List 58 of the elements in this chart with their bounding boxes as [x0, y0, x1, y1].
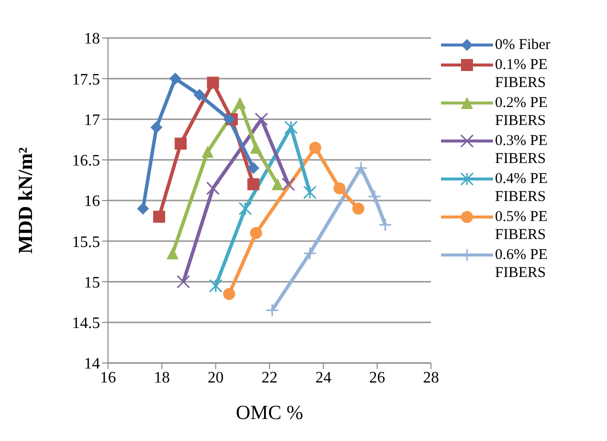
point — [282, 178, 296, 191]
point — [150, 121, 162, 134]
point — [136, 202, 149, 215]
point — [265, 303, 279, 317]
point — [333, 182, 346, 194]
point — [247, 162, 260, 174]
x-axis-title: OMC % — [236, 402, 304, 424]
y-tick-label: 15.5 — [72, 234, 100, 251]
y-axis-title: MDD kN/m² — [15, 147, 37, 254]
point — [378, 218, 392, 232]
point — [223, 288, 236, 300]
x-tick-label: 28 — [423, 369, 439, 386]
point — [354, 161, 368, 175]
point — [238, 202, 252, 216]
point — [176, 275, 190, 288]
x-tick-label: 16 — [100, 369, 116, 386]
x-tick-label: 26 — [369, 369, 386, 386]
point — [223, 113, 236, 126]
legend-label: 0.3% PE FIBERS — [495, 132, 548, 168]
y-tick-label: 15 — [84, 274, 100, 292]
x-tick-label: 18 — [154, 369, 170, 386]
x-tick-label: 24 — [315, 369, 332, 386]
y-tick-label: 16.5 — [72, 152, 100, 170]
legend-label: 0.4% PE FIBERS — [495, 170, 548, 206]
x-tick-label: 22 — [262, 369, 278, 386]
point — [303, 186, 317, 200]
point — [247, 178, 260, 190]
point — [234, 97, 246, 109]
point — [250, 142, 262, 154]
point — [169, 72, 182, 85]
point — [153, 210, 166, 223]
point — [194, 88, 206, 101]
point — [206, 76, 219, 89]
legend-label: 0% Fiber — [495, 36, 552, 54]
point — [309, 142, 322, 154]
point — [206, 182, 220, 196]
point — [352, 202, 364, 215]
legend-label: 0.5% PE FIBERS — [495, 208, 548, 244]
legend-label: 0.2% PE FIBERS — [495, 94, 548, 130]
point — [166, 247, 179, 260]
y-tick-label: 16 — [84, 193, 100, 210]
point — [208, 279, 222, 293]
y-tick-label: 14.5 — [72, 315, 100, 332]
point — [272, 178, 284, 190]
y-tick-label: 18 — [84, 30, 100, 48]
point — [254, 112, 268, 126]
point — [303, 246, 317, 260]
x-tick-label: 20 — [208, 369, 224, 386]
point — [202, 146, 214, 158]
point — [368, 190, 382, 204]
legend-label: 0.6% PE FIBERS — [495, 246, 548, 282]
y-tick-label: 17.5 — [72, 71, 100, 88]
legend-label: 0.1% PE FIBERS — [495, 56, 548, 92]
y-tick-label: 14 — [84, 356, 100, 373]
point — [174, 138, 187, 150]
point — [284, 120, 298, 134]
point — [250, 227, 262, 239]
y-tick-label: 17 — [84, 112, 100, 129]
